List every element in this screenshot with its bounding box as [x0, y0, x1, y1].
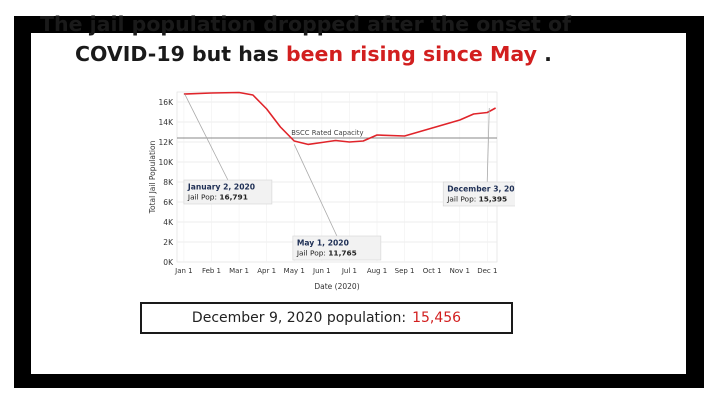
- annotation-box: [183, 179, 273, 205]
- x-axis-title: Date (2020): [314, 282, 359, 291]
- x-tick-label: Aug 1: [367, 267, 387, 275]
- title-highlight: been rising since May: [285, 42, 537, 66]
- y-tick-label: 14K: [159, 118, 175, 127]
- x-tick-label: Feb 1: [202, 267, 221, 275]
- annotation-value: 15,395: [479, 195, 508, 204]
- annotation-value-text: Jail Pop: 16,791: [187, 193, 248, 202]
- y-tick-label: 16K: [159, 98, 175, 107]
- annotation-prefix: Jail Pop:: [296, 249, 328, 258]
- y-tick-label: 4K: [163, 218, 174, 227]
- annotation-title: January 2, 2020: [187, 183, 255, 192]
- y-tick-label: 12K: [159, 138, 175, 147]
- title-line-2: COVID-19 but has been rising since May .: [40, 39, 640, 69]
- y-tick-label: 10K: [159, 158, 175, 167]
- title-line-1: The jail population dropped after the on…: [40, 12, 571, 36]
- y-tick-label: 2K: [163, 238, 174, 247]
- x-tick-label: Nov 1: [450, 267, 470, 275]
- series-line-jail-pop: [183, 91, 496, 146]
- x-tick-label: Jul 1: [341, 267, 357, 275]
- annotation-value-text: Jail Pop: 11,765: [296, 249, 357, 258]
- title-prefix: COVID-19 but has: [75, 42, 279, 66]
- annotation-leader: [293, 144, 338, 237]
- annotation-prefix: Jail Pop:: [187, 193, 219, 202]
- annotation-value-text: Jail Pop: 15,395: [446, 195, 507, 204]
- y-tick-label: 8K: [163, 178, 174, 187]
- x-tick-label: Mar 1: [229, 267, 249, 275]
- x-tick-label: Dec 1: [477, 267, 497, 275]
- x-tick-label: May 1: [284, 267, 305, 275]
- annotation-box: [442, 181, 515, 207]
- annotation-value: 11,765: [328, 249, 357, 258]
- population-value: 15,456: [412, 310, 462, 326]
- y-tick-label: 6K: [163, 198, 174, 207]
- population-callout: December 9, 2020 population: 15,456: [140, 302, 513, 334]
- x-tick-label: Jun 1: [312, 267, 331, 275]
- annotation-leader: [486, 108, 490, 183]
- annotation-value: 16,791: [219, 193, 248, 202]
- annotation-prefix: Jail Pop:: [446, 195, 478, 204]
- title-suffix: .: [544, 42, 552, 66]
- annotation-box: [292, 235, 382, 261]
- annotation-leader: [184, 93, 229, 181]
- x-tick-label: Sep 1: [395, 267, 415, 275]
- capacity-label: BSCC Rated Capacity: [291, 129, 363, 137]
- x-tick-label: Jan 1: [174, 267, 192, 275]
- slide-title: The jail population dropped after the on…: [40, 9, 640, 69]
- jail-population-chart: 0K 2K 4K 6K 8K 10K 12K 14K 16K Jan 1 Feb 1 Mar 1 Apr…: [148, 91, 515, 291]
- y-axis-title: Total Jail Population: [148, 140, 157, 214]
- y-tick-label: 0K: [163, 258, 174, 267]
- plot-area: [176, 91, 498, 263]
- annotation-title: May 1, 2020: [297, 239, 349, 248]
- annotation-title: December 3, 2020: [447, 185, 515, 194]
- x-tick-label: Oct 1: [423, 267, 442, 275]
- x-tick-label: Apr 1: [257, 267, 276, 275]
- population-label: December 9, 2020 population:: [191, 310, 407, 326]
